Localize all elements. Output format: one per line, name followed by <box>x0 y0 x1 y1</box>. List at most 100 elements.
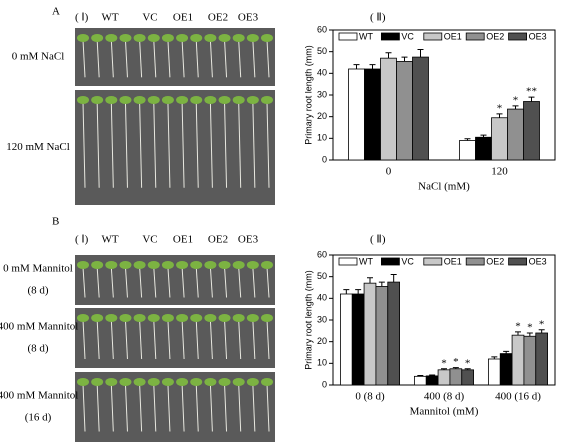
root <box>238 101 242 188</box>
legend-swatch <box>338 257 358 266</box>
root <box>124 39 128 78</box>
bar <box>351 293 365 386</box>
leaf <box>119 314 132 322</box>
root <box>139 383 143 432</box>
root <box>167 319 171 360</box>
legend-label: OE1 <box>444 31 462 41</box>
leaf <box>77 96 89 104</box>
panel-label: B <box>52 216 59 228</box>
leaf <box>119 378 132 386</box>
error-bar <box>390 274 397 283</box>
bar <box>523 101 540 161</box>
leaf <box>176 378 189 386</box>
root <box>96 383 100 432</box>
root <box>82 101 86 188</box>
bar <box>523 335 537 386</box>
legend-label: OE2 <box>486 256 504 266</box>
root <box>209 319 213 360</box>
significance: * <box>515 320 521 332</box>
leaf <box>105 34 118 42</box>
root <box>167 383 171 432</box>
error-bar <box>441 368 447 370</box>
leaf <box>105 314 118 322</box>
y-tick-label: 60 <box>317 249 327 259</box>
y-tick-label: 20 <box>317 336 327 346</box>
leaf <box>232 261 245 269</box>
legend-label: OE1 <box>444 256 462 266</box>
x-axis-label: NaCl (mM) <box>418 181 470 193</box>
legend-swatch <box>423 32 443 41</box>
leaf <box>133 314 146 322</box>
leaf <box>91 34 104 42</box>
y-tick-label: 20 <box>317 111 327 121</box>
root <box>266 39 270 78</box>
root <box>153 39 157 78</box>
leaf <box>204 34 217 42</box>
leaf <box>133 378 146 386</box>
root <box>181 39 185 78</box>
legend-label: OE3 <box>529 256 547 266</box>
row-label: (8 d) <box>27 285 48 297</box>
root <box>195 101 199 188</box>
significance: * <box>539 318 545 330</box>
leaf <box>91 261 104 269</box>
error-bar <box>353 64 360 69</box>
x-tick-label: 0 <box>386 166 392 178</box>
y-tick-label: 40 <box>317 293 327 303</box>
leaf <box>218 378 231 386</box>
error-bar <box>369 64 376 69</box>
error-bar <box>401 56 408 62</box>
legend-frame <box>336 32 552 41</box>
bar <box>413 375 427 386</box>
leaf <box>147 314 160 322</box>
leaf <box>119 261 132 269</box>
root <box>195 266 199 298</box>
root <box>224 101 228 188</box>
y-tick-label: 60 <box>317 24 327 34</box>
y-tick-label: 0 <box>322 154 327 164</box>
leaf <box>246 314 259 322</box>
leaf <box>204 378 217 386</box>
bar <box>511 334 525 386</box>
photo <box>75 28 275 86</box>
significance: * <box>441 357 447 369</box>
root <box>252 101 256 188</box>
error-bar <box>429 374 436 376</box>
y-tick-label: 0 <box>322 379 327 389</box>
y-tick-label: 30 <box>317 314 327 324</box>
root <box>139 266 143 298</box>
panel-label: ( Ⅱ) <box>370 234 386 246</box>
root <box>224 266 228 298</box>
leaf <box>161 261 174 269</box>
column-label: WT <box>101 234 118 246</box>
bar <box>461 369 475 386</box>
root <box>238 319 242 360</box>
root <box>252 39 256 78</box>
legend-label: VC <box>401 31 414 41</box>
column-label: OE2 <box>208 12 228 24</box>
error-bar <box>480 134 487 138</box>
root <box>181 383 185 432</box>
root <box>167 266 171 298</box>
leaf <box>232 96 245 104</box>
bar <box>425 375 439 386</box>
legend-swatch <box>380 32 400 41</box>
legend-swatch <box>465 32 485 41</box>
panel-label: A <box>52 6 60 18</box>
leaf <box>232 34 245 42</box>
column-label: OE2 <box>208 234 228 246</box>
root <box>224 39 228 78</box>
leaf <box>161 378 174 386</box>
y-tick-label: 10 <box>317 358 327 368</box>
bar <box>507 108 524 161</box>
leaf <box>190 378 203 386</box>
root <box>209 39 213 78</box>
legend-swatch <box>423 257 443 266</box>
bar <box>387 281 401 386</box>
bar <box>535 332 549 386</box>
significance: * <box>527 322 533 334</box>
row-label: 400 mM Mannitol <box>0 390 78 402</box>
root <box>209 266 213 298</box>
leaf <box>119 34 132 42</box>
error-bar <box>355 289 362 294</box>
